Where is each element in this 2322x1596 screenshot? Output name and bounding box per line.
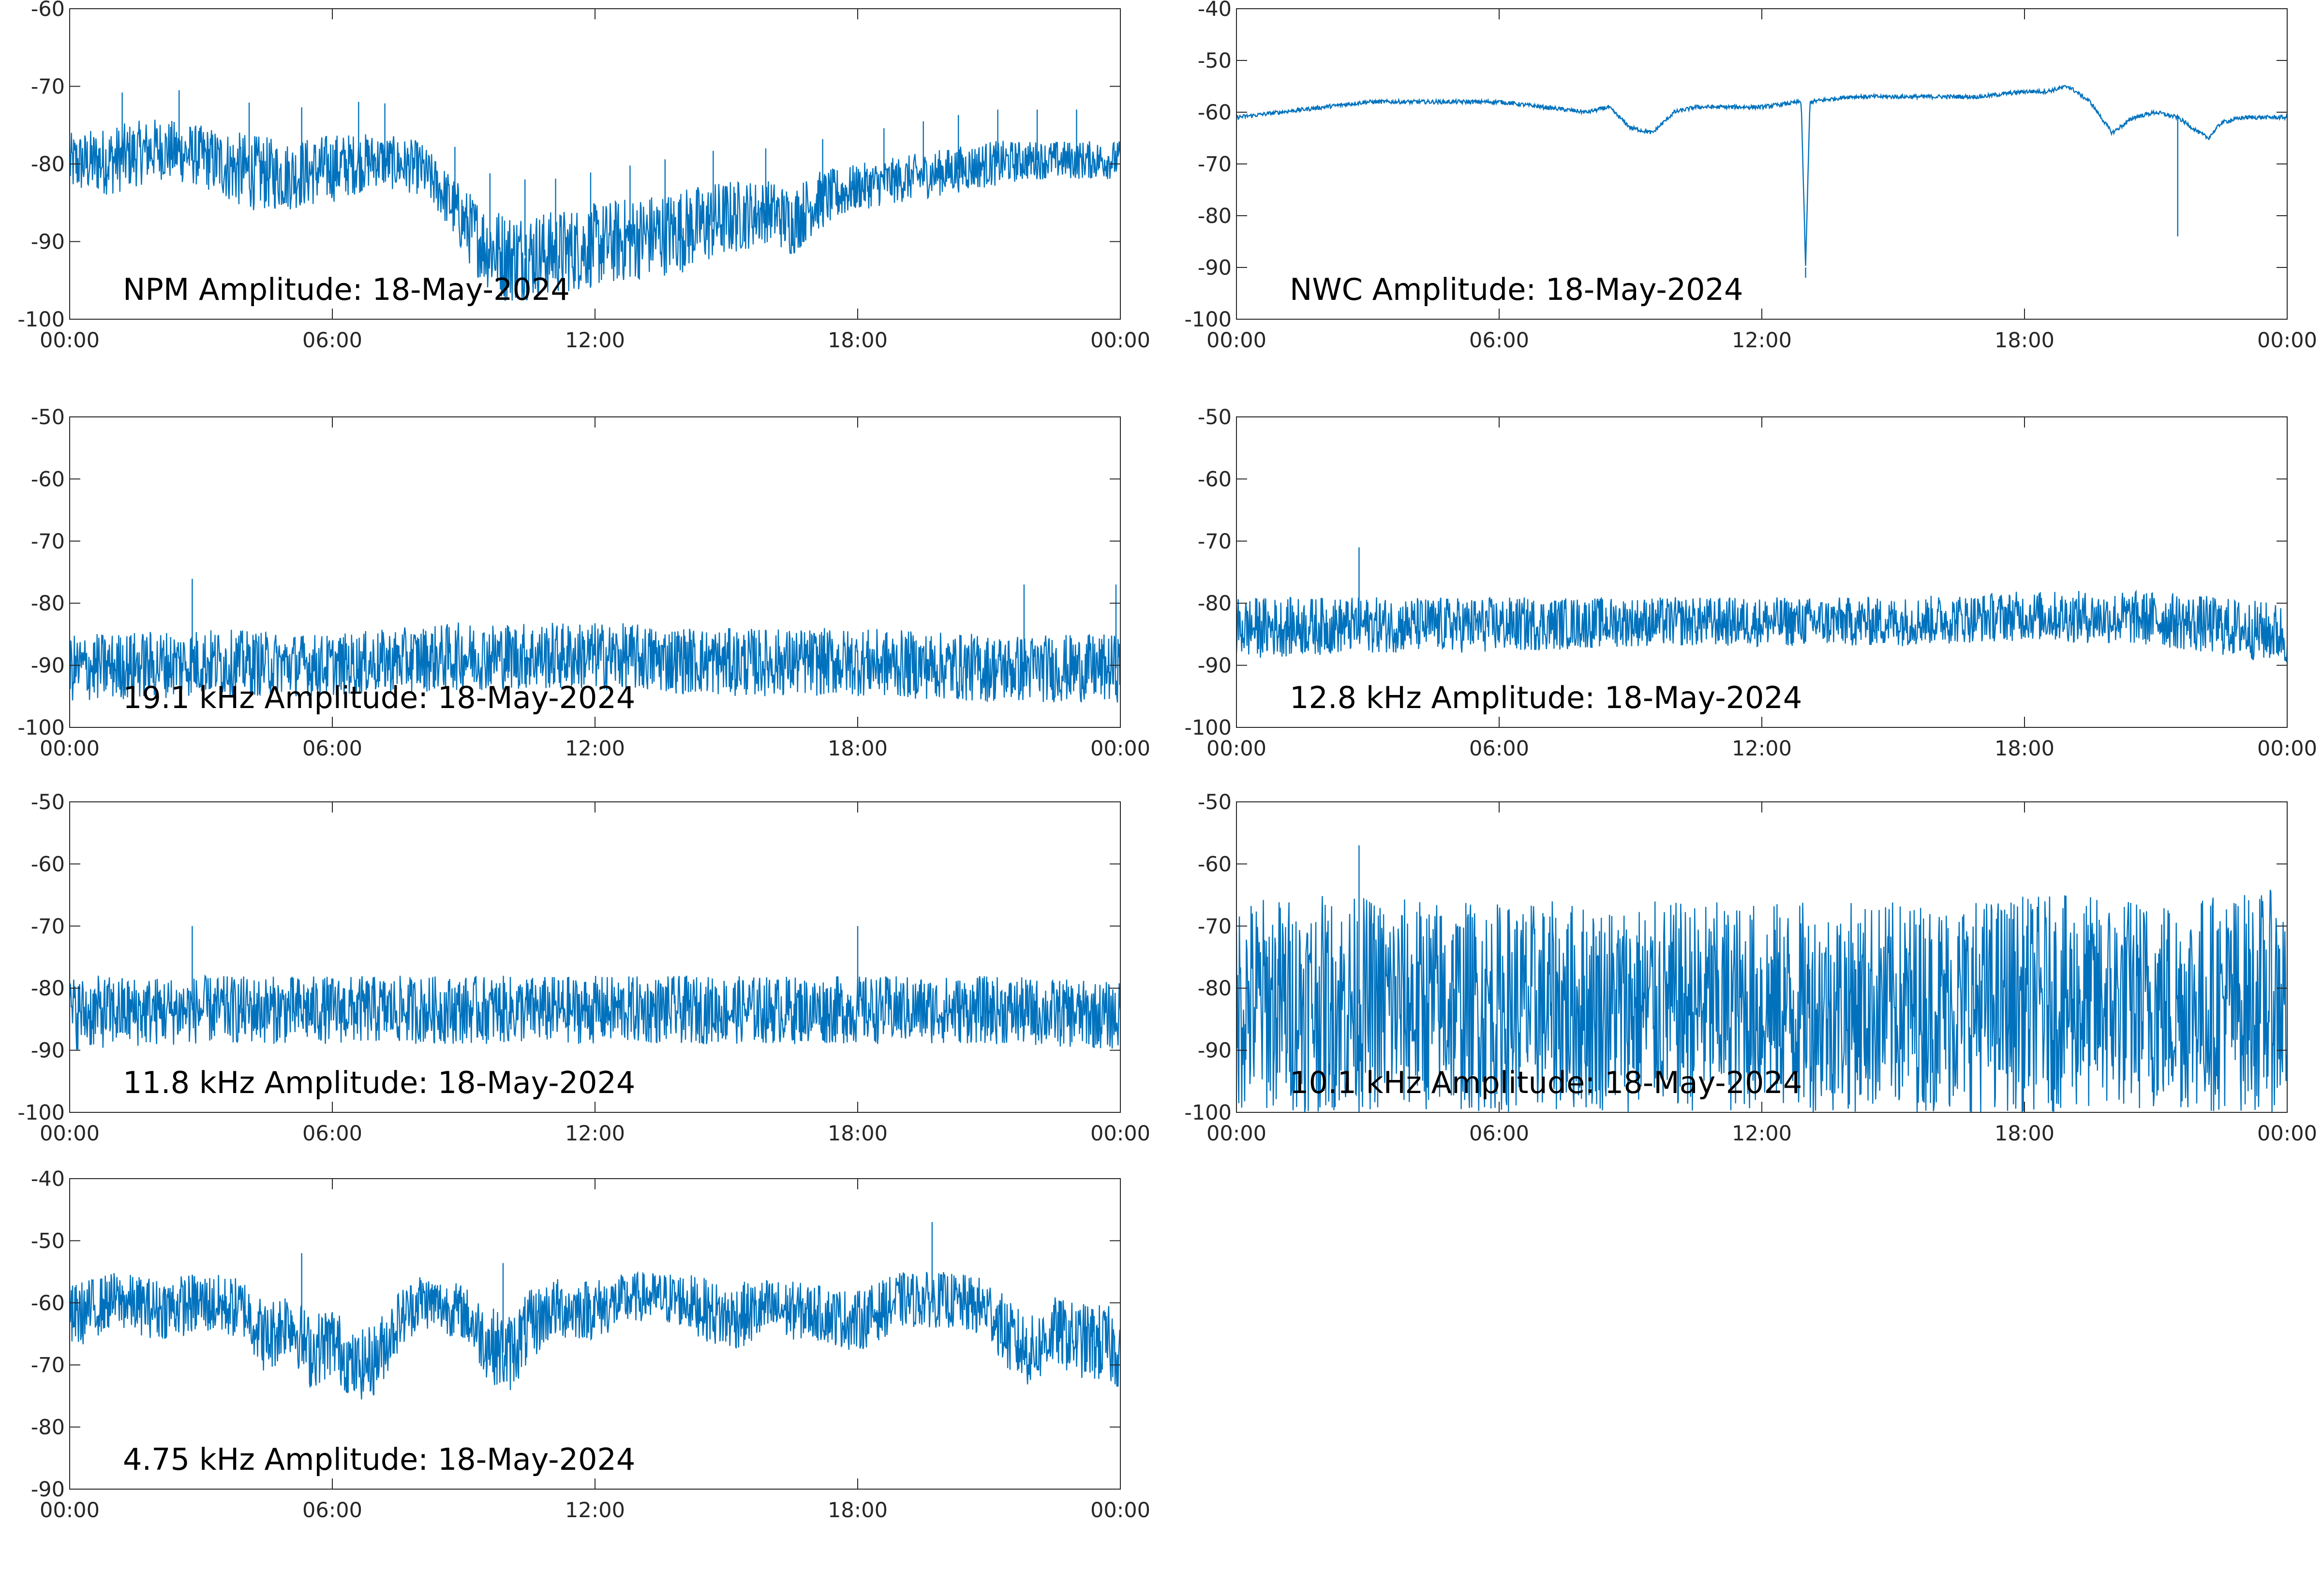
- y-tick-label: -80: [1198, 204, 1232, 228]
- panel-title: 12.8 kHz Amplitude: 18-May-2024: [1290, 680, 1802, 715]
- y-tick-label: -60: [31, 852, 65, 876]
- y-tick-label: -80: [31, 976, 65, 1001]
- chart-panel-1: -100 -90 -80 -70 -60 00:00 06:00 12:00 18:00 00:0…: [17, 0, 1150, 353]
- x-tick-label: 00:00: [1206, 1122, 1266, 1146]
- y-tick-label: -90: [1198, 654, 1232, 678]
- data-trace: [70, 622, 1120, 703]
- y-tick-label: -80: [31, 1416, 65, 1440]
- y-tick-label: -100: [1184, 716, 1232, 740]
- y-tick-label: -60: [1198, 467, 1232, 491]
- y-tick-label: -50: [31, 405, 65, 429]
- y-tick-label: -90: [31, 1478, 65, 1502]
- y-tick-label: -80: [1198, 591, 1232, 616]
- y-tick-label: -40: [1198, 0, 1232, 21]
- y-tick-label: -90: [1198, 1039, 1232, 1063]
- y-tick-label: -60: [31, 467, 65, 491]
- y-tick-label: -90: [31, 1039, 65, 1063]
- panel-title: NPM Amplitude: 18-May-2024: [123, 272, 570, 307]
- x-tick-label: 00:00: [40, 1122, 100, 1146]
- y-tick-label: -80: [1198, 976, 1232, 1001]
- y-tick-label: -50: [1198, 405, 1232, 429]
- data-trace: [1236, 889, 2287, 1112]
- panel-title: 19.1 kHz Amplitude: 18-May-2024: [123, 680, 635, 715]
- chart-panel-5: -100 -90 -80 -70 -60 -50 00:00 06:00 12:00 18:00 0…: [17, 790, 1150, 1146]
- x-tick-label: 00:00: [40, 1498, 100, 1522]
- x-tick-label: 00:00: [1090, 737, 1150, 761]
- x-tick-label: 00:00: [2257, 328, 2317, 353]
- x-tick-label: 18:00: [828, 1122, 888, 1146]
- x-tick-label: 12:00: [1732, 1122, 1792, 1146]
- y-tick-label: -50: [1198, 790, 1232, 814]
- chart-panel-6: -100 -90 -80 -70 -60 -50 00:00 06:00 12:00 18:00 0…: [1184, 790, 2317, 1146]
- data-trace: [1236, 589, 2287, 664]
- x-tick-label: 00:00: [2257, 1122, 2317, 1146]
- data-trace: [70, 119, 1120, 301]
- y-tick-label: -80: [31, 152, 65, 177]
- x-tick-label: 12:00: [565, 1122, 625, 1146]
- y-tick-label: -100: [17, 1101, 65, 1125]
- y-tick-label: -70: [31, 75, 65, 99]
- x-tick-label: 06:00: [1469, 328, 1529, 353]
- x-tick-label: 18:00: [1995, 328, 2054, 353]
- x-tick-label: 00:00: [2257, 737, 2317, 761]
- data-trace: [70, 974, 1120, 1050]
- x-tick-label: 06:00: [302, 737, 362, 761]
- x-tick-label: 00:00: [40, 737, 100, 761]
- y-tick-label: -70: [1198, 530, 1232, 554]
- y-tick-label: -100: [17, 308, 65, 332]
- x-tick-label: 00:00: [40, 328, 100, 353]
- y-tick-label: -70: [31, 1353, 65, 1377]
- y-tick-label: -60: [31, 1291, 65, 1315]
- x-tick-label: 06:00: [1469, 1122, 1529, 1146]
- x-tick-label: 00:00: [1206, 737, 1266, 761]
- panel-title: 10.1 kHz Amplitude: 18-May-2024: [1290, 1065, 1802, 1100]
- x-tick-label: 00:00: [1090, 1122, 1150, 1146]
- x-tick-label: 18:00: [828, 328, 888, 353]
- x-tick-label: 06:00: [302, 1498, 362, 1522]
- x-tick-label: 18:00: [1995, 737, 2054, 761]
- x-tick-label: 18:00: [828, 1498, 888, 1522]
- y-tick-label: -60: [31, 0, 65, 21]
- y-tick-label: -70: [31, 530, 65, 554]
- y-tick-label: -50: [1198, 49, 1232, 73]
- y-tick-label: -50: [31, 1229, 65, 1253]
- x-tick-label: 00:00: [1090, 1498, 1150, 1522]
- y-tick-label: -70: [1198, 152, 1232, 177]
- y-tick-label: -100: [1184, 308, 1232, 332]
- data-trace: [70, 1271, 1120, 1400]
- chart-panel-3: -100 -90 -80 -70 -60 -50 00:00 06:00 12:00 18:00 0…: [17, 405, 1150, 761]
- x-tick-label: 12:00: [565, 328, 625, 353]
- y-tick-label: -100: [17, 716, 65, 740]
- x-tick-label: 06:00: [1469, 737, 1529, 761]
- panel-title: 11.8 kHz Amplitude: 18-May-2024: [123, 1065, 635, 1100]
- y-tick-label: -90: [1198, 256, 1232, 280]
- x-tick-label: 18:00: [828, 737, 888, 761]
- panel-title: 4.75 kHz Amplitude: 18-May-2024: [123, 1442, 635, 1477]
- x-tick-label: 00:00: [1090, 328, 1150, 353]
- chart-panel-7: -90 -80 -70 -60 -50 -40 00:00 06:00 12:00 18:00 00…: [31, 1167, 1150, 1522]
- y-tick-label: -60: [1198, 852, 1232, 876]
- x-tick-label: 06:00: [302, 328, 362, 353]
- x-tick-label: 12:00: [565, 1498, 625, 1522]
- y-tick-label: -40: [31, 1167, 65, 1191]
- y-tick-label: -80: [31, 591, 65, 616]
- x-tick-label: 12:00: [1732, 328, 1792, 353]
- y-tick-label: -50: [31, 790, 65, 814]
- chart-panel-4: -100 -90 -80 -70 -60 -50 00:00 06:00 12:00 18:00 0…: [1184, 405, 2317, 761]
- chart-panel-2: -100 -90 -80 -70 -60 -50 -40 00:00 06:00 12:00 18:…: [1184, 0, 2317, 353]
- x-tick-label: 18:00: [1995, 1122, 2054, 1146]
- x-tick-label: 00:00: [1206, 328, 1266, 353]
- y-tick-label: -100: [1184, 1101, 1232, 1125]
- data-trace: [1236, 85, 2287, 266]
- x-tick-label: 12:00: [565, 737, 625, 761]
- panel-title: NWC Amplitude: 18-May-2024: [1290, 272, 1743, 307]
- y-tick-label: -60: [1198, 101, 1232, 125]
- y-tick-label: -70: [1198, 915, 1232, 939]
- y-tick-label: -90: [31, 654, 65, 678]
- y-tick-label: -70: [31, 915, 65, 939]
- x-tick-label: 06:00: [302, 1122, 362, 1146]
- y-tick-label: -90: [31, 230, 65, 254]
- x-tick-label: 12:00: [1732, 737, 1792, 761]
